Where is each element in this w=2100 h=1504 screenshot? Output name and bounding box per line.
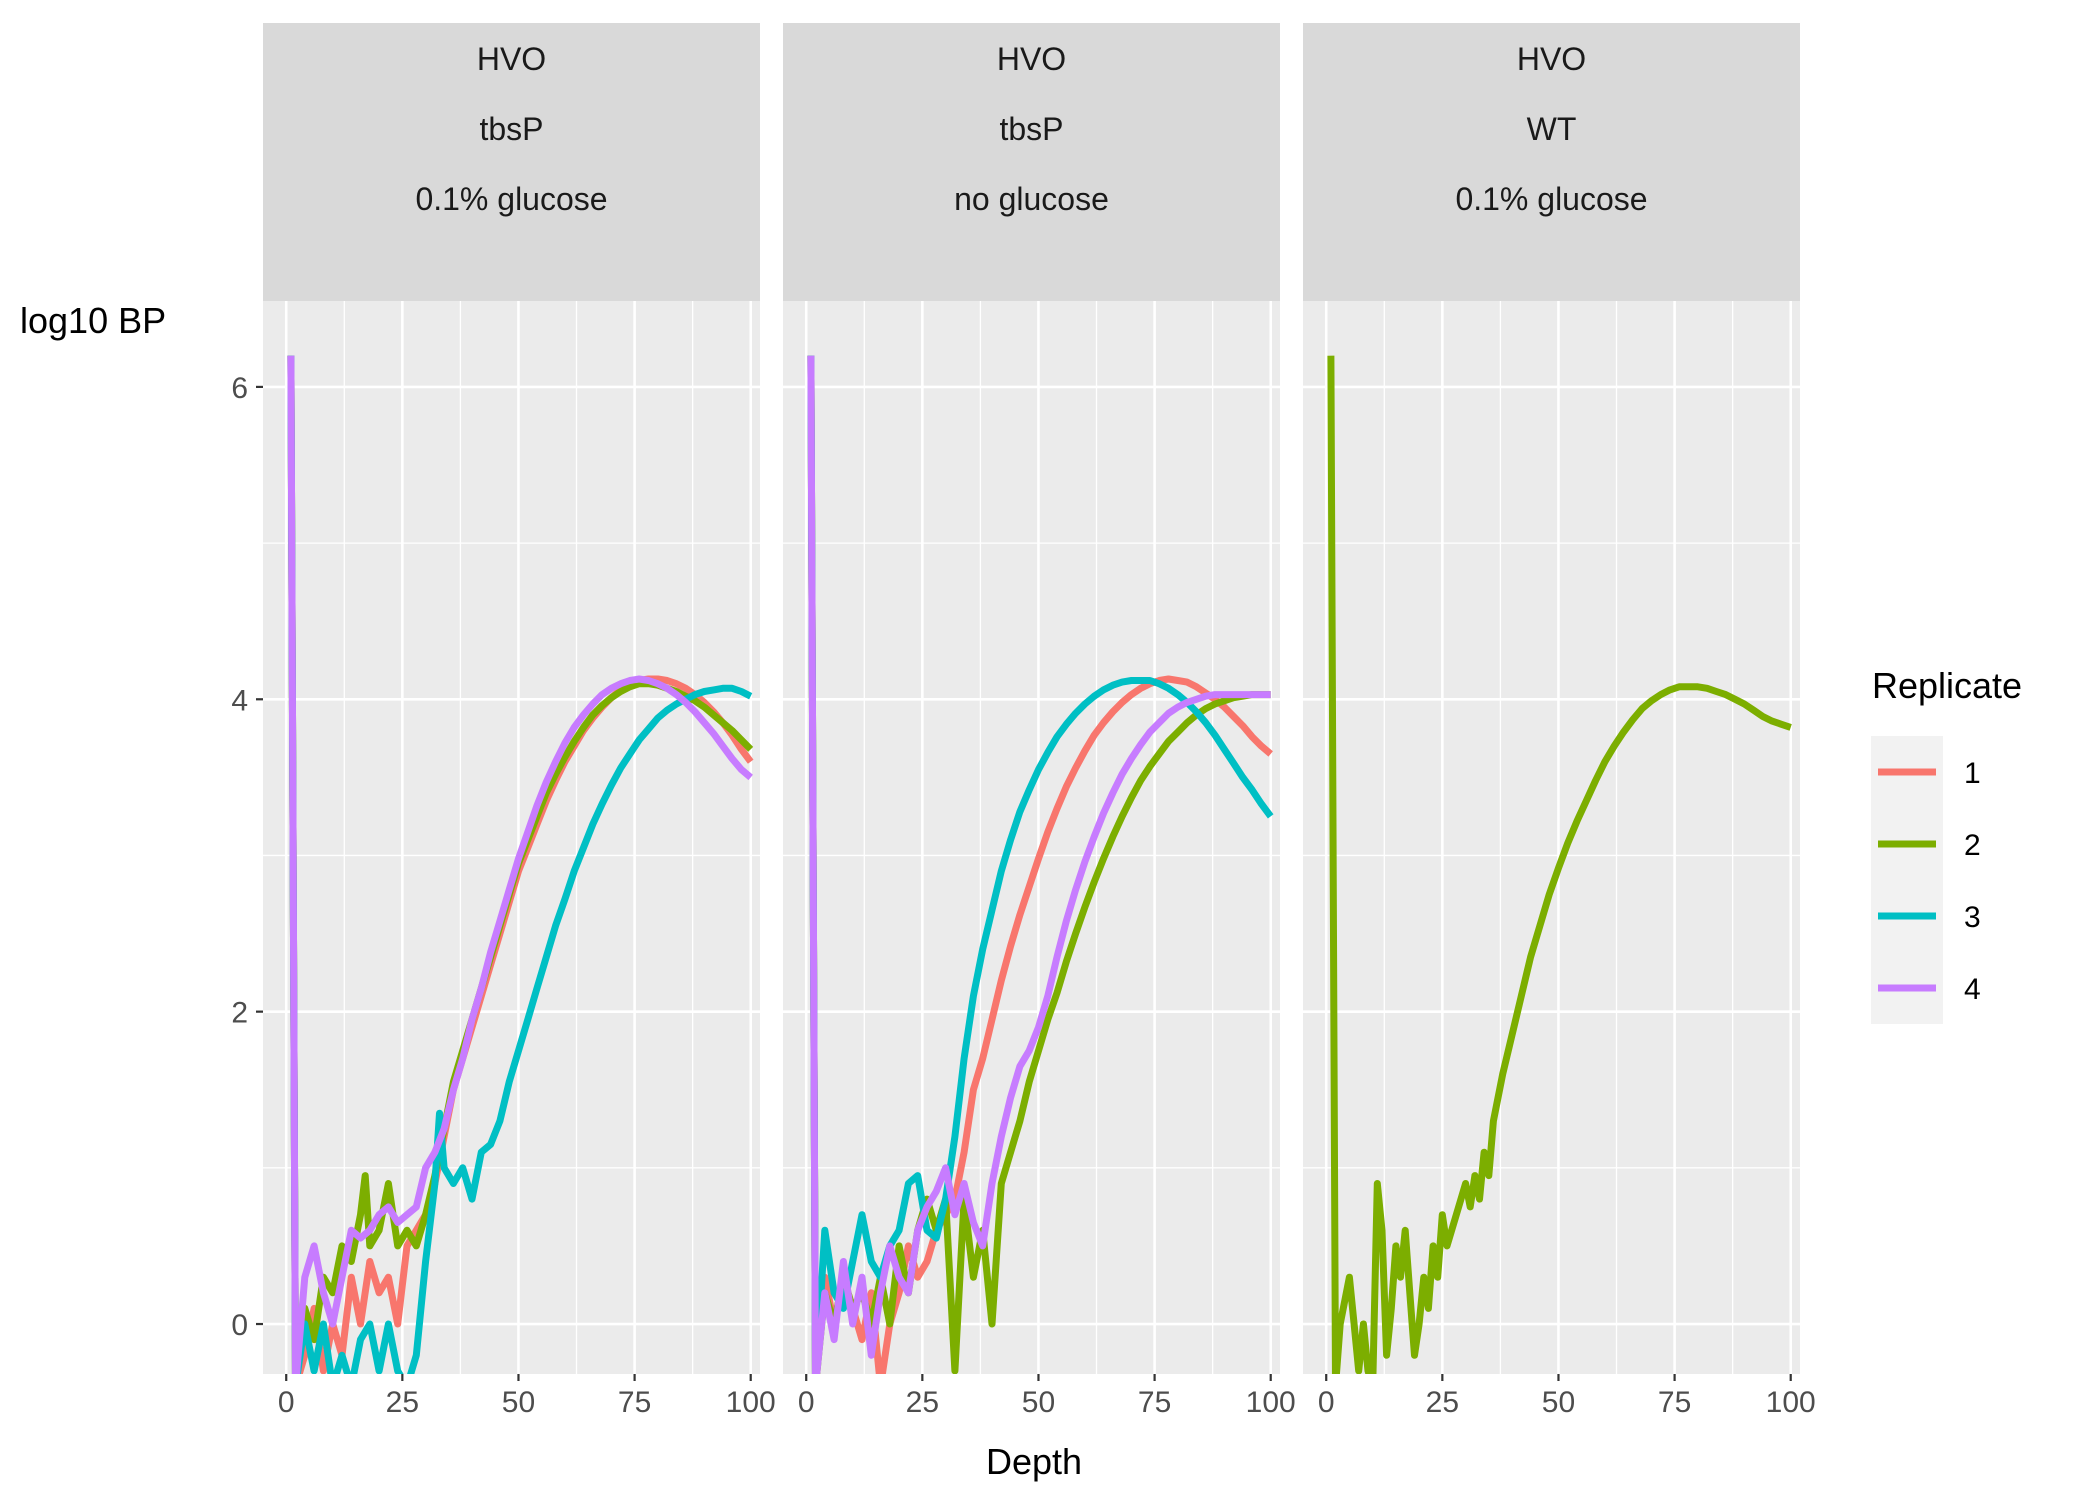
x-axis-title: Depth <box>986 1441 1082 1482</box>
x-tick-label: 75 <box>1658 1386 1691 1419</box>
series-line-replicate-3 <box>287 355 753 1374</box>
x-tick-label: 25 <box>1426 1386 1459 1419</box>
legend-title: Replicate <box>1872 665 2022 706</box>
series-group <box>287 355 754 1374</box>
facet-strip-label: no glucose <box>954 181 1109 217</box>
x-tick-label: 25 <box>906 1386 939 1419</box>
series-group <box>807 355 1274 1374</box>
x-tick-label: 50 <box>1542 1386 1575 1419</box>
legend-label: 1 <box>1964 757 1981 790</box>
series-line-replicate-4 <box>807 355 1271 1374</box>
facet-strip-label: HVO <box>477 41 546 77</box>
panel-background <box>1303 301 1800 1374</box>
facet-strip <box>1303 23 1800 301</box>
y-tick-label: 0 <box>231 1309 248 1342</box>
legend-label: 2 <box>1964 829 1981 862</box>
series-line-replicate-2 <box>1327 355 1792 1374</box>
x-tick-label: 0 <box>1318 1386 1335 1419</box>
facet-panel-3: HVO WT 0.1% glucose 0 25 50 75 100 <box>1303 23 1816 1419</box>
panel-background <box>263 301 760 1374</box>
facet-panel-1: HVO tbsP 0.1% glucose 0 25 50 75 100 <box>263 23 776 1419</box>
legend-label: 4 <box>1964 973 1981 1006</box>
x-tick-label: 75 <box>618 1386 651 1419</box>
y-axis: 0 2 4 6 <box>231 372 263 1342</box>
facet-panels: HVO tbsP 0.1% glucose 0 25 50 75 100 HVO tbsP no g… <box>263 23 1816 1419</box>
facet-strip-label: HVO <box>997 41 1066 77</box>
facet-strip <box>263 23 760 301</box>
facet-strip-label: WT <box>1527 111 1577 147</box>
x-tick-label: 100 <box>1766 1386 1816 1419</box>
series-group <box>1327 355 1792 1374</box>
facet-strip <box>783 23 1280 301</box>
x-tick-label: 75 <box>1138 1386 1171 1419</box>
panel-background <box>783 301 1280 1374</box>
y-tick-label: 2 <box>231 997 248 1030</box>
y-tick-label: 4 <box>231 684 248 717</box>
x-tick-label: 100 <box>1246 1386 1296 1419</box>
facet-strip-label: tbsP <box>479 111 543 147</box>
facet-strip-label: HVO <box>1517 41 1586 77</box>
series-line-replicate-1 <box>807 355 1273 1374</box>
y-tick-label: 6 <box>231 372 248 405</box>
facet-strip-label: 0.1% glucose <box>1455 181 1647 217</box>
legend-label: 3 <box>1964 901 1981 934</box>
x-tick-label: 50 <box>502 1386 535 1419</box>
x-tick-label: 25 <box>386 1386 419 1419</box>
x-tick-label: 50 <box>1022 1386 1055 1419</box>
y-axis-title: log10 BP <box>20 300 166 341</box>
facet-strip-label: 0.1% glucose <box>415 181 607 217</box>
legend: 1 2 3 4 <box>1871 736 1981 1024</box>
facet-panel-2: HVO tbsP no glucose 0 25 50 75 100 <box>783 23 1296 1419</box>
x-tick-label: 100 <box>726 1386 776 1419</box>
x-tick-label: 0 <box>278 1386 295 1419</box>
series-line-replicate-4 <box>287 355 753 1374</box>
facet-strip-label: tbsP <box>999 111 1063 147</box>
x-tick-label: 0 <box>798 1386 815 1419</box>
